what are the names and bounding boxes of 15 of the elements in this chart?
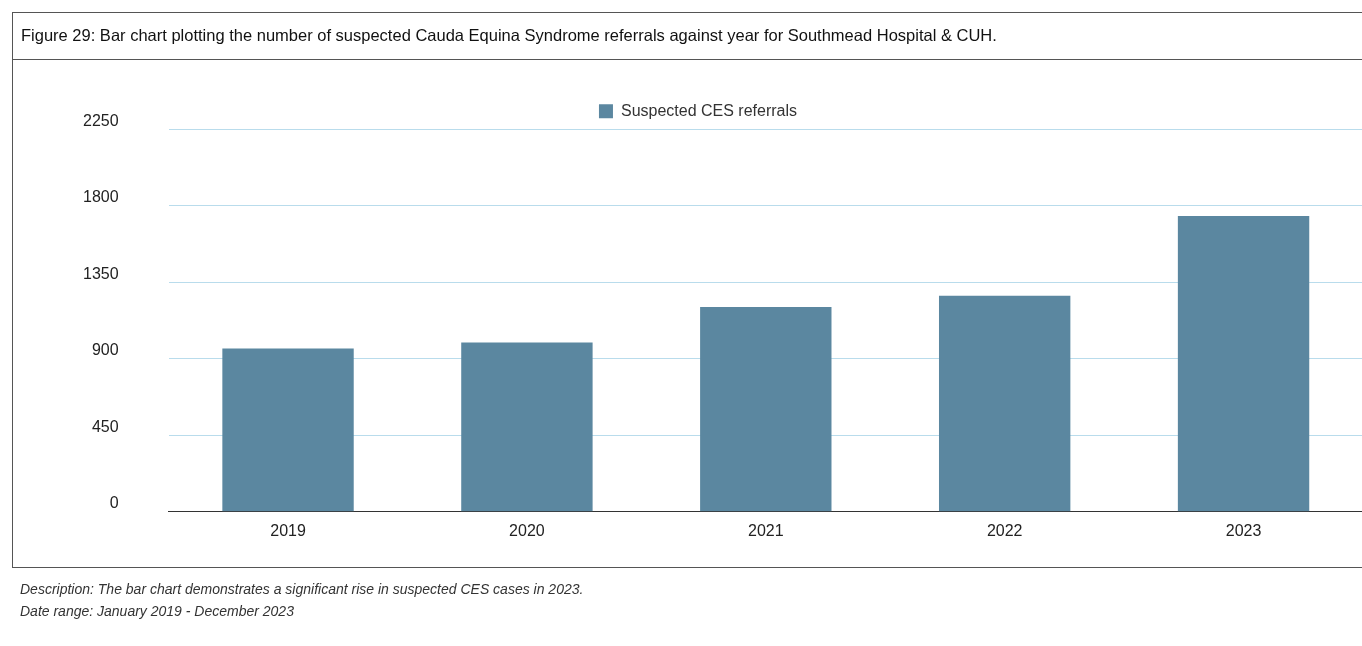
x-tick-label: 2019 <box>270 521 306 539</box>
y-tick-label: 1350 <box>83 264 119 282</box>
y-tick-label: 2250 <box>83 111 119 129</box>
x-tick-label: 2022 <box>986 521 1023 539</box>
y-tick-label: 1800 <box>83 188 119 206</box>
y-tick-label: 0 <box>109 494 119 512</box>
y-tick-label: 900 <box>91 341 119 359</box>
x-tick-label: 2023 <box>1225 521 1262 539</box>
x-tick-label: 2021 <box>748 521 784 539</box>
legend-label: Suspected CES referrals <box>620 101 798 119</box>
chart-title: Figure 29: Bar chart plotting the number of suspected Cauda Equina Syndrome referrals against year for Southmead Hospital & CUH. <box>13 13 1362 60</box>
x-tick-label: 2020 <box>509 521 545 539</box>
text: Date range: January 2019 - December 2023 <box>20 602 295 621</box>
y-tick-label: 450 <box>91 417 119 435</box>
text: Description: The bar chart demonstrates a significant rise in suspected CES cases in 2023. <box>20 580 584 599</box>
